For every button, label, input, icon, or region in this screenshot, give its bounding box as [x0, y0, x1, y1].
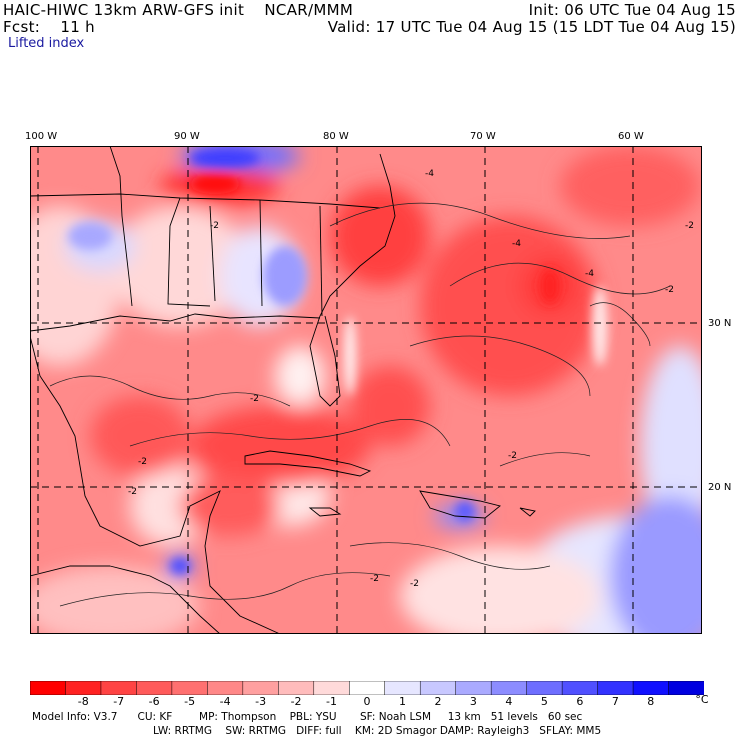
lon-label-90w: 90 W [174, 131, 200, 142]
colorbar-swatch [349, 681, 386, 695]
colorbar-swatch [242, 681, 280, 695]
colorbar-tick-label: 0 [363, 695, 371, 708]
field-name: Lifted index [8, 36, 85, 51]
model-info-line1: Model Info: V3.7 CU: KF MP: Thompson PBL… [32, 711, 583, 723]
contour-label: -2 [665, 285, 674, 295]
colorbar-tick-label: 6 [576, 695, 584, 708]
forecast-hour: Fcst: 11 h [3, 18, 95, 36]
contour-label: -4 [585, 269, 594, 279]
colorbar-swatch [30, 681, 67, 695]
colorbar-tick-label: 4 [505, 695, 513, 708]
contour-label: -2 [410, 579, 419, 589]
lon-label-60w: 60 W [618, 131, 644, 142]
colorbar-tick-label: -6 [148, 695, 160, 708]
init-time: Init: 06 UTC Tue 04 Aug 15 [528, 1, 736, 19]
lifted-index-map: -2 -4 -4 -4 -2 -2 -2 -2 -2 -2 -2 -2 [30, 146, 702, 634]
colorbar-swatch [561, 681, 599, 695]
colorbar-tick-label: -4 [219, 695, 231, 708]
lon-label-80w: 80 W [323, 131, 349, 142]
colorbar-tick-label: 1 [398, 695, 406, 708]
contour-label: -2 [138, 457, 147, 467]
colorbar-tick-label: -1 [326, 695, 337, 708]
colorbar-swatch [526, 681, 563, 695]
colorbar-swatch [207, 681, 244, 695]
colorbar-swatch [278, 681, 315, 695]
graticule [30, 146, 702, 634]
contour-label: -2 [128, 487, 137, 497]
colorbar-tick-label: 5 [540, 695, 548, 708]
map-frame [30, 146, 702, 634]
contour-label: -4 [425, 169, 434, 179]
coastlines [30, 146, 536, 634]
colorbar-tick-label: 8 [647, 695, 655, 708]
colorbar-tick-label: -2 [290, 695, 302, 708]
colorbar-swatch [455, 681, 492, 695]
colorbar-swatch [171, 681, 209, 695]
colorbar-tick-label: -5 [184, 695, 196, 708]
contour-label: -2 [370, 574, 379, 584]
colorbar-swatch [668, 681, 704, 695]
colorbar-tick-label: -7 [113, 695, 125, 708]
colorbar-swatch [100, 681, 138, 695]
field-detail [68, 148, 608, 574]
colorbar [30, 681, 704, 695]
lon-label-70w: 70 W [470, 131, 496, 142]
colorbar-swatch [597, 681, 634, 695]
colorbar-swatch [419, 681, 457, 695]
colorbar-swatch [632, 681, 670, 695]
field-shading [30, 146, 702, 634]
colorbar-swatch [313, 681, 351, 695]
colorbar-swatch [384, 681, 421, 695]
colorbar-swatch [136, 681, 173, 695]
contour-label: -2 [508, 451, 517, 461]
lat-label-30n: 30 N [708, 318, 732, 329]
colorbar-tick-label: 7 [611, 695, 619, 708]
colorbar-tick-label: 3 [469, 695, 477, 708]
colorbar-tick-label: -8 [77, 695, 89, 708]
colorbar-tick-label: -3 [255, 695, 267, 708]
model-title: HAIC-HIWC 13km ARW-GFS init NCAR/MMM [3, 1, 354, 19]
valid-time: Valid: 17 UTC Tue 04 Aug 15 (15 LDT Tue … [327, 18, 736, 36]
contour-label: -2 [685, 221, 694, 231]
contour-label: -2 [250, 394, 259, 404]
colorbar-swatch [65, 681, 102, 695]
lon-label-100w: 100 W [25, 131, 58, 142]
lat-label-20n: 20 N [708, 482, 732, 493]
contours [49, 202, 671, 607]
model-info-line2: LW: RRTMG SW: RRTMG DIFF: full KM: 2D Sm… [153, 725, 602, 737]
contour-label: -4 [512, 239, 521, 249]
colorbar-tick-label: 2 [434, 695, 442, 708]
colorbar-swatch [490, 681, 528, 695]
colorbar-unit: °C [695, 693, 709, 706]
contour-label: -2 [210, 221, 219, 231]
